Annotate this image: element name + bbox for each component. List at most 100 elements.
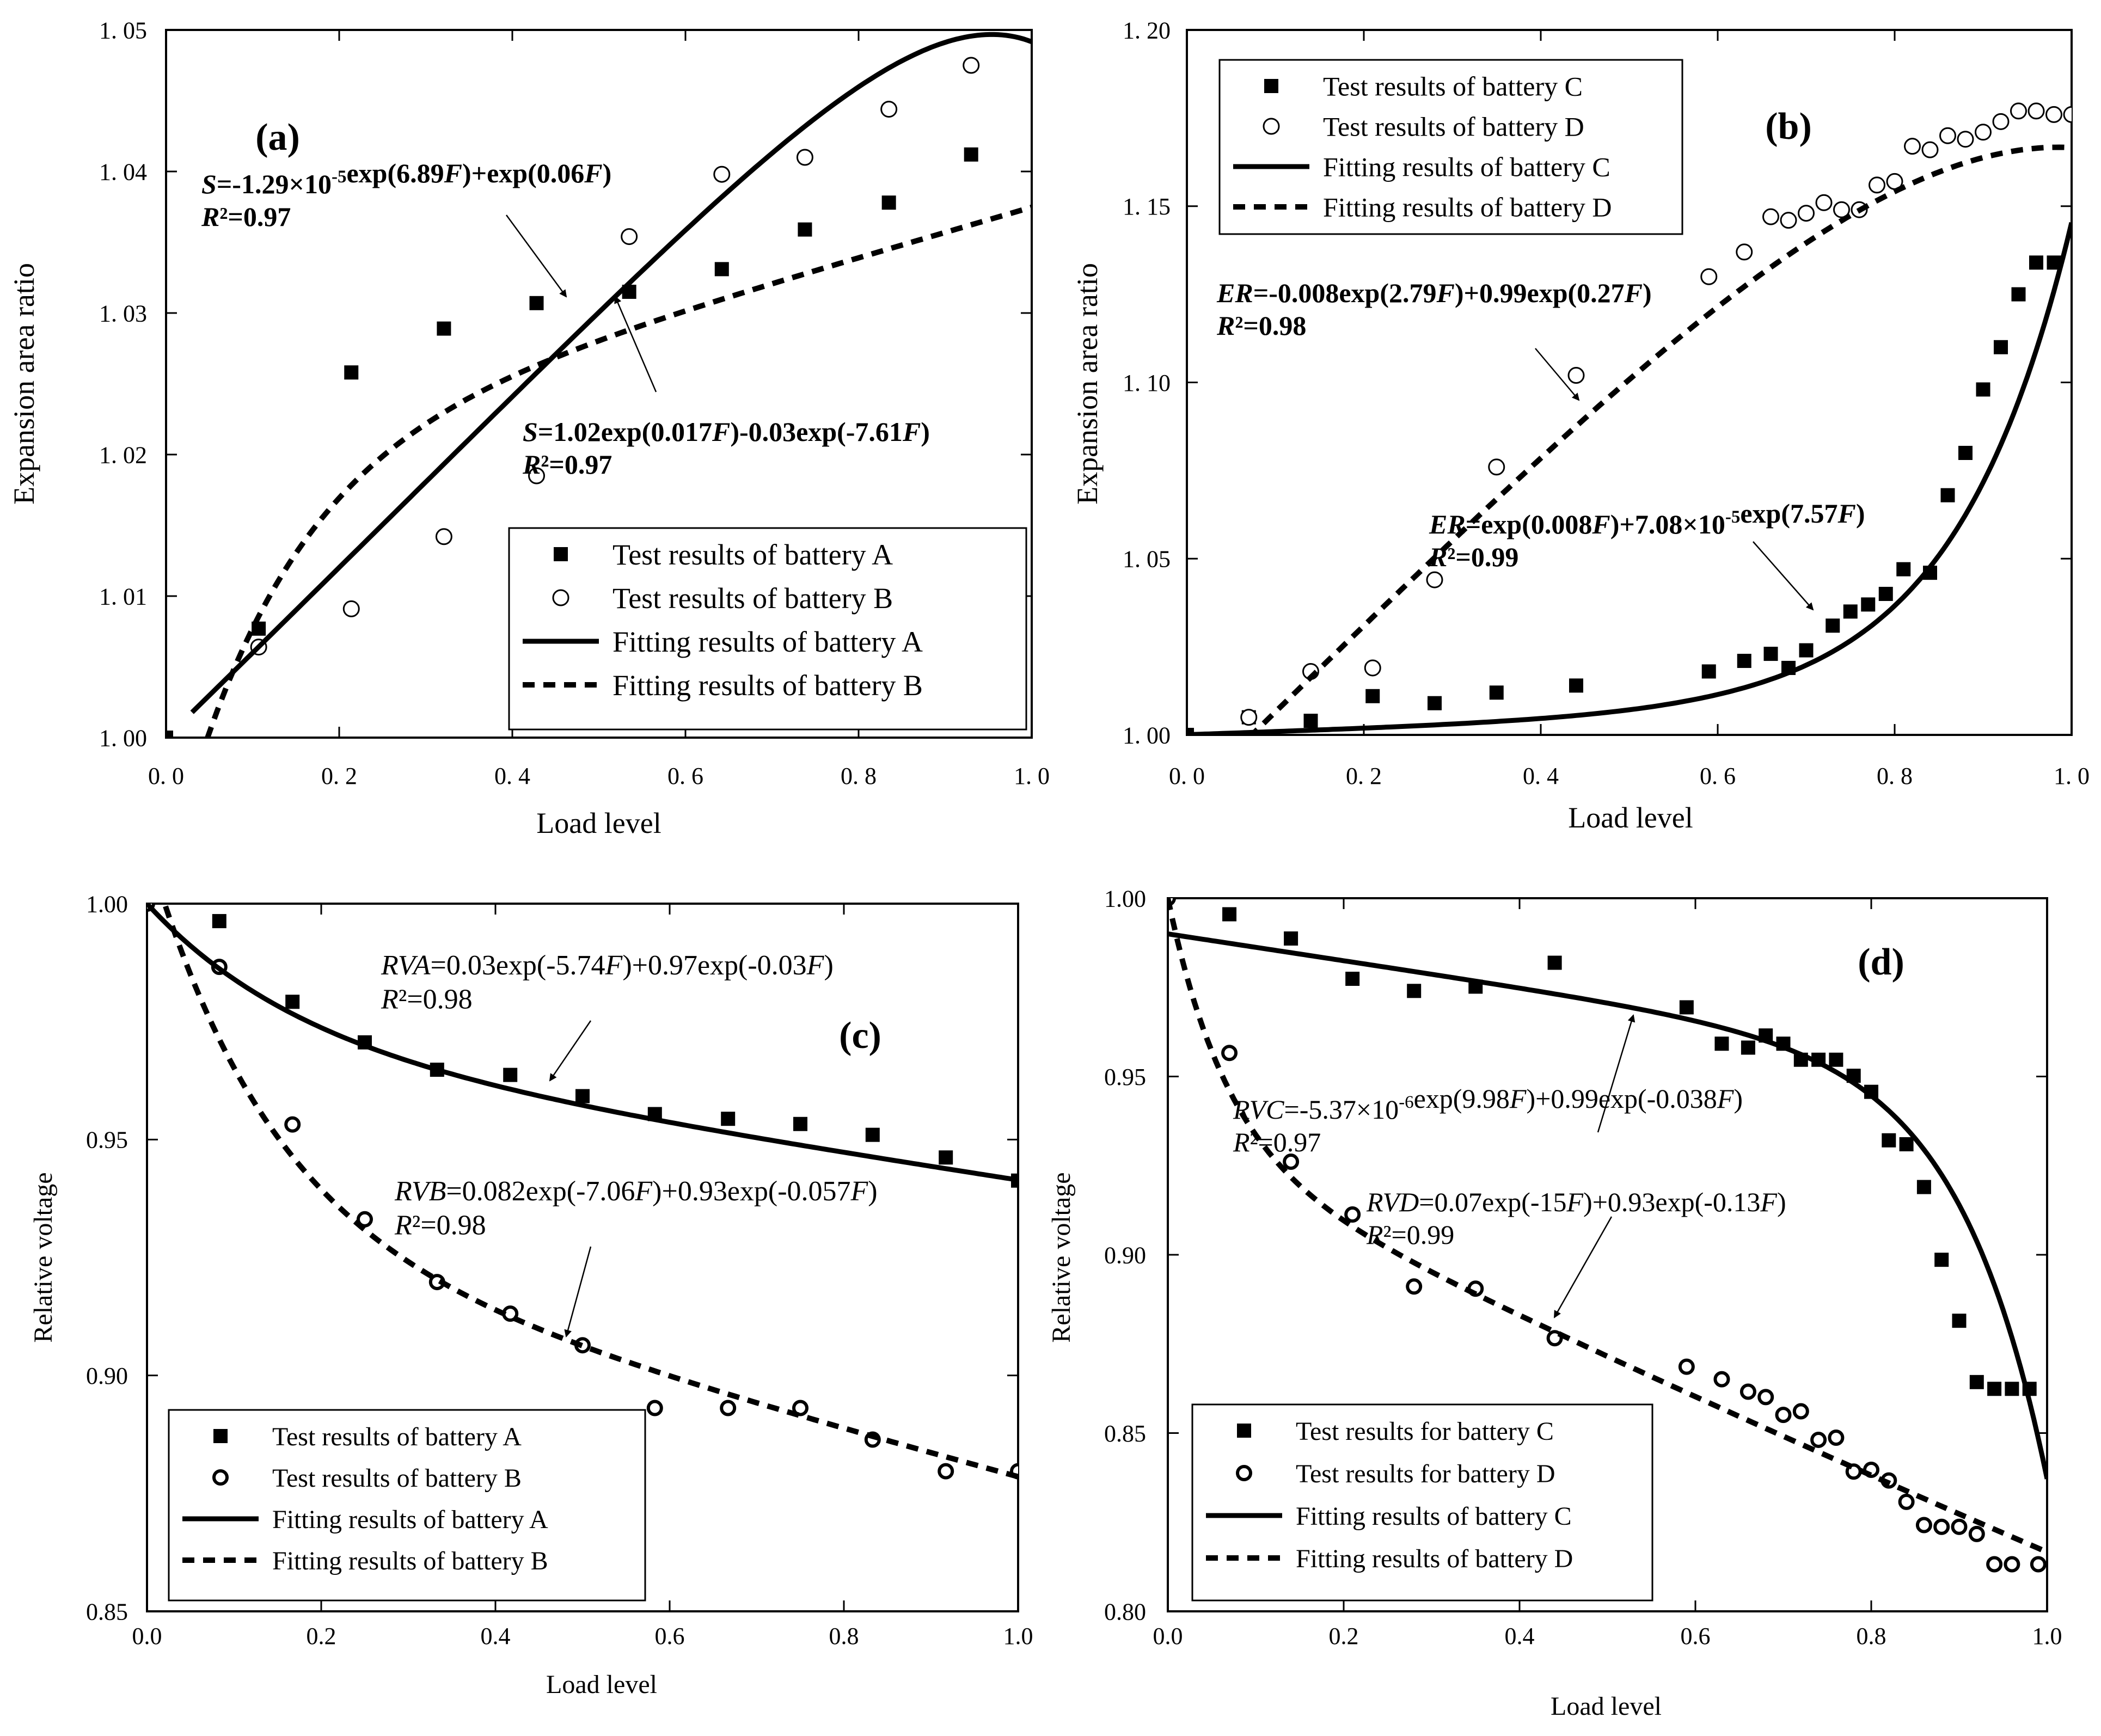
r-squared-label: R²=0.99 — [1366, 1219, 1454, 1250]
data-point — [2004, 1556, 2020, 1573]
x-tick-label: 1.0 — [1003, 1623, 1033, 1649]
y-tick-label: 0.80 — [1104, 1598, 1146, 1625]
data-point — [1344, 1206, 1361, 1223]
data-point — [2010, 102, 2027, 120]
data-point — [1739, 1383, 1756, 1400]
legend-label: Fitting results of battery B — [612, 669, 923, 702]
data-point — [1283, 1154, 1300, 1170]
y-tick-label: 1.00 — [1104, 885, 1146, 912]
data-point — [1737, 654, 1751, 668]
data-point — [1987, 1382, 2002, 1396]
fit-line-solid — [190, 32, 1032, 714]
data-point — [1775, 1407, 1792, 1424]
equation-label: RVB=0.082exp(-7.06F)+0.93exp(-0.057F) — [394, 1176, 878, 1207]
x-tick-label: 1. 0 — [2054, 763, 2090, 789]
data-point — [1799, 643, 1814, 658]
data-point — [1957, 131, 1974, 148]
data-point — [713, 165, 731, 183]
y-tick-label: 0.90 — [1104, 1242, 1146, 1268]
legend-box — [1191, 1403, 1653, 1602]
y-axis-label: Expansion area ratio — [1071, 263, 1104, 505]
data-point — [1679, 1000, 1694, 1015]
data-point — [1810, 1431, 1827, 1448]
y-tick-label: 1. 01 — [99, 583, 147, 610]
data-point — [437, 321, 451, 336]
data-point — [435, 528, 452, 545]
data-point — [964, 147, 978, 162]
y-axis-label: Expansion area ratio — [8, 263, 40, 505]
data-point — [1757, 1389, 1774, 1406]
data-point — [342, 600, 360, 617]
legend-marker-square — [1237, 1424, 1251, 1438]
panel-label: (c) — [839, 1015, 881, 1057]
legend-label: Fitting results of battery C — [1296, 1502, 1572, 1531]
data-point — [529, 296, 544, 310]
fit-line-solid — [1187, 222, 2072, 735]
x-tick-label: 0.6 — [1681, 1623, 1711, 1649]
annotation-arrow — [1597, 1014, 1636, 1133]
data-point — [1969, 1375, 1984, 1389]
x-tick-label: 0.0 — [1153, 1623, 1183, 1649]
r-squared-label: R²=0.97 — [1233, 1127, 1321, 1157]
equation-label: ER=exp(0.008F)+7.08×10-5exp(7.57F) — [1429, 498, 1865, 539]
data-point — [2028, 102, 2045, 120]
legend-label: Test results of battery B — [612, 582, 893, 615]
data-point — [1878, 587, 1893, 601]
plot-area — [166, 32, 1032, 738]
data-point — [1701, 664, 1716, 679]
data-point — [1899, 1137, 1914, 1151]
data-point — [621, 228, 638, 246]
fit-line-dashed — [1248, 144, 2072, 735]
data-point — [721, 1112, 736, 1126]
y-tick-label: 0.90 — [86, 1363, 128, 1389]
data-point — [1714, 1036, 1729, 1051]
data-point — [1940, 488, 1955, 502]
data-point — [1898, 1493, 1915, 1510]
data-point — [1933, 1518, 1950, 1535]
plot-frame — [1186, 29, 2073, 736]
data-point — [1994, 340, 2008, 354]
equation-label: RVD=0.07exp(-15F)+0.93exp(-0.13F) — [1366, 1187, 1786, 1217]
x-tick-label: 0.4 — [1505, 1623, 1535, 1649]
legend-label: Fitting results of battery D — [1296, 1544, 1573, 1573]
data-point — [1975, 124, 1992, 141]
fit-line-dashed — [162, 904, 1018, 1480]
data-point — [1222, 907, 1237, 922]
chart-panel-3: 0.0 0.2 0.4 0.6 0.8 1.0 0.85 0.90 0.95 1.00 Load l… — [29, 891, 1033, 1699]
r-squared-label: R²=0.98 — [1216, 310, 1306, 341]
legend-marker-circle — [1263, 118, 1280, 135]
data-point — [1488, 458, 1505, 476]
fit-line-solid — [1168, 931, 2047, 1480]
plot-area — [1168, 898, 2047, 1573]
legend-box — [168, 1409, 646, 1602]
data-point — [166, 731, 173, 738]
data-point — [1829, 1052, 1843, 1067]
data-point — [1426, 571, 1443, 588]
data-point — [1828, 1430, 1845, 1446]
r-squared-label: R²=0.97 — [201, 201, 291, 232]
data-point — [284, 1116, 301, 1133]
equation-label: S=1.02exp(0.017F)-0.03exp(-7.61F) — [523, 416, 930, 447]
legend-marker-square — [554, 547, 568, 561]
panel-label: (b) — [1765, 106, 1812, 148]
x-tick-label: 0.4 — [481, 1623, 511, 1649]
data-point — [792, 1400, 808, 1416]
y-axis-label: Relative voltage — [1047, 1172, 1076, 1342]
data-point — [2005, 1382, 2019, 1396]
legend-label: Fitting results of battery A — [612, 625, 923, 658]
legend-label: Test results of battery B — [272, 1464, 522, 1493]
data-point — [1762, 208, 1779, 225]
data-point — [714, 262, 729, 277]
y-tick-label: 1. 05 — [1123, 546, 1171, 573]
data-point — [963, 57, 980, 74]
data-point — [2045, 106, 2062, 123]
data-point — [1798, 205, 1815, 222]
x-tick-label: 0. 4 — [494, 763, 530, 789]
data-point — [1780, 212, 1797, 229]
data-point — [1958, 446, 1973, 460]
chart-panel-1: 0. 0 0. 2 0. 4 0. 6 0. 8 1. 0 1. 00 1. 01 1. 02 1… — [8, 17, 1050, 839]
data-point — [1916, 1180, 1931, 1194]
y-tick-label: 1. 04 — [99, 158, 147, 185]
data-point — [1240, 709, 1258, 726]
